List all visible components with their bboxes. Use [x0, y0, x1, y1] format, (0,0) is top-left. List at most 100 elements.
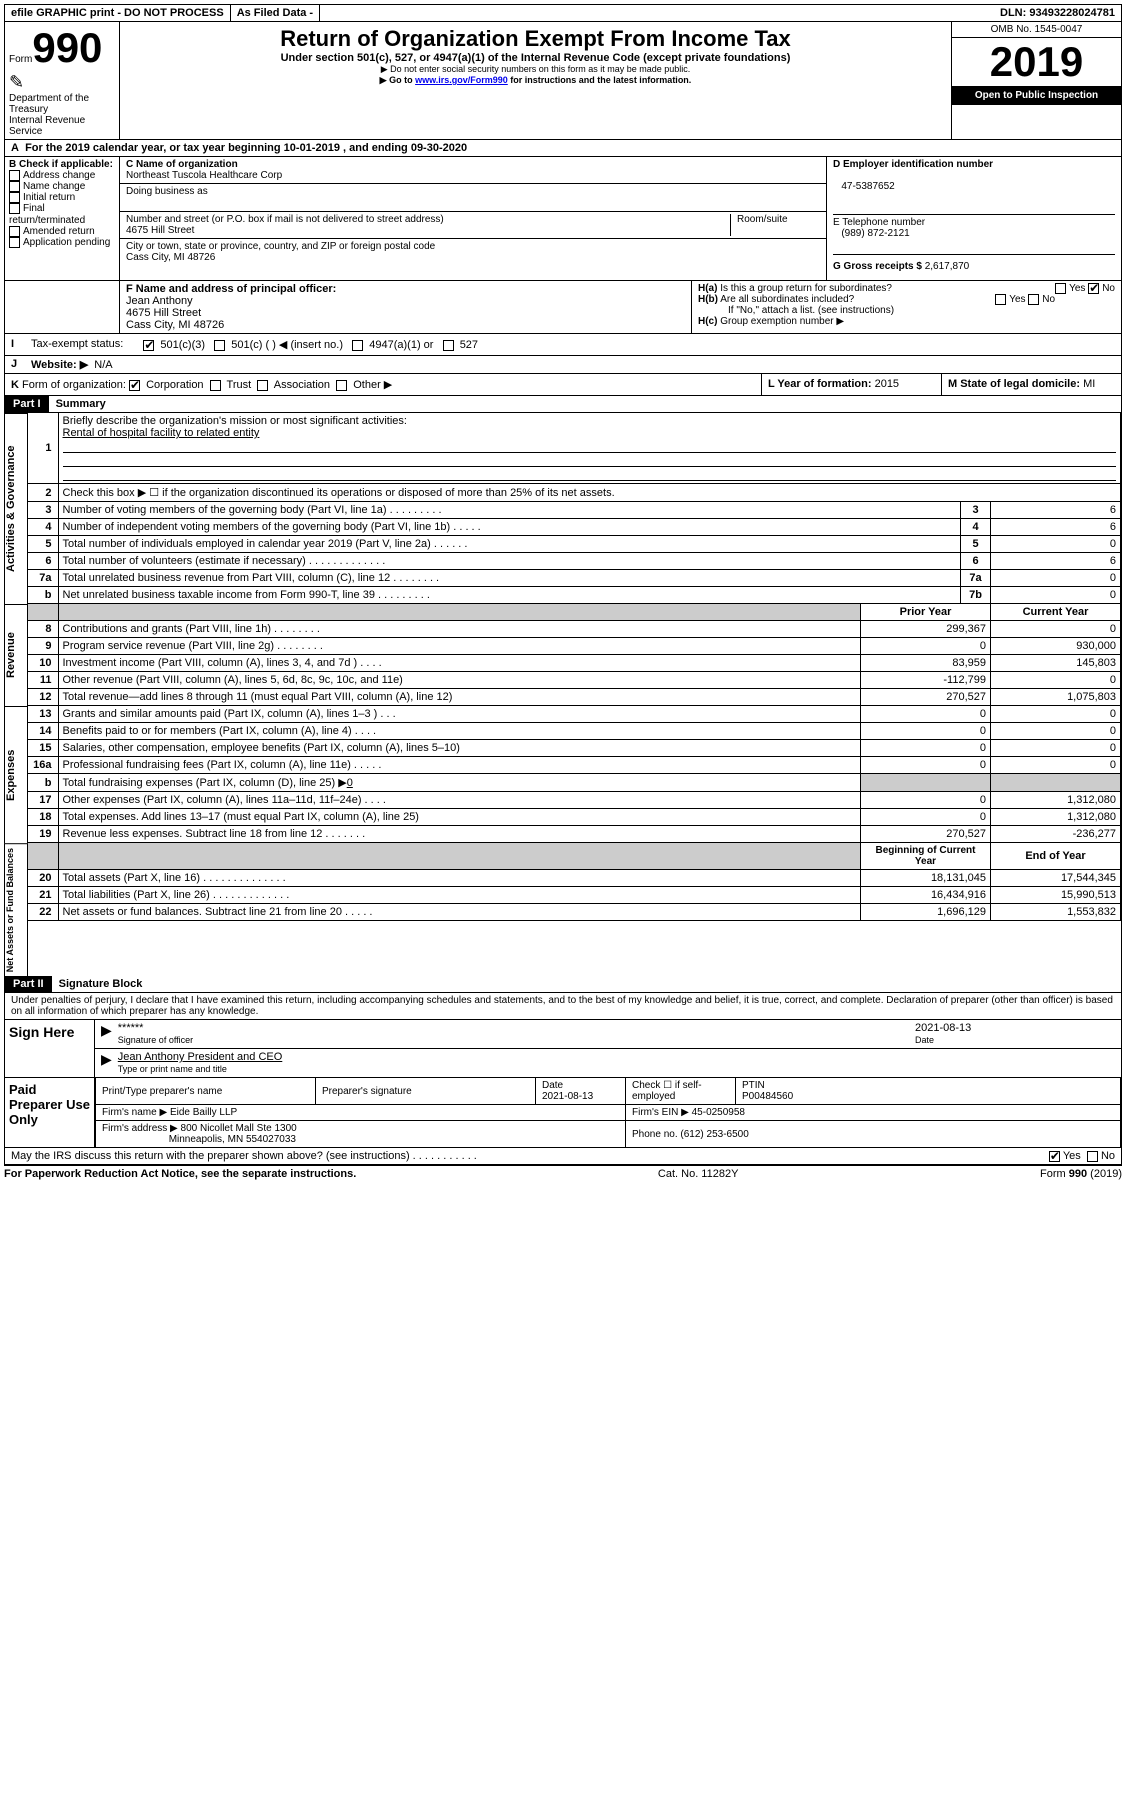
4947-checkbox[interactable] [352, 340, 363, 351]
website-val: N/A [94, 359, 112, 371]
year-formation: 2015 [875, 378, 899, 390]
line-i: I Tax-exempt status: 501(c)(3) 501(c) ( … [4, 334, 1122, 356]
footer-mid: Cat. No. 11282Y [658, 1168, 739, 1180]
activities-tab: Activities & Governance [4, 413, 28, 604]
officer-sig-name: Jean Anthony President and CEO [118, 1051, 283, 1063]
org-name: Northeast Tuscola Healthcare Corp [126, 170, 282, 181]
firm-name: Eide Bailly LLP [170, 1107, 237, 1118]
corp-checkbox[interactable] [129, 380, 140, 391]
dept-label: Department of the Treasury Internal Reve… [9, 93, 115, 137]
other-checkbox[interactable] [336, 380, 347, 391]
street-val: 4675 Hill Street [126, 225, 194, 236]
mission-text: Rental of hospital facility to related e… [63, 427, 260, 439]
netassets-section: Net Assets or Fund Balances Beginning of… [4, 843, 1122, 976]
name-change-checkbox[interactable] [9, 181, 20, 192]
hb-text: Are all subordinates included? [720, 294, 854, 305]
sub3-pre: ▶ Go to [380, 75, 415, 85]
form-sub2: ▶ Do not enter social security numbers o… [120, 64, 951, 75]
efile-label: efile GRAPHIC print - DO NOT PROCESS [5, 5, 231, 21]
firm-ein: 45-0250958 [692, 1107, 745, 1118]
form-header: Form990 ✎ Department of the Treasury Int… [4, 22, 1122, 140]
state-domicile: MI [1083, 378, 1095, 390]
expenses-section: Expenses 13Grants and similar amounts pa… [4, 706, 1122, 843]
j-label: Website: ▶ [31, 359, 88, 371]
officer-street: 4675 Hill Street [126, 307, 201, 319]
discuss-row: May the IRS discuss this return with the… [4, 1148, 1122, 1165]
ein-val: 47-5387652 [841, 181, 894, 192]
l6-val: 6 [991, 553, 1121, 570]
final-return-checkbox[interactable] [9, 203, 20, 214]
paid-preparer-block: Paid Preparer Use Only Print/Type prepar… [4, 1078, 1122, 1148]
netassets-tab: Net Assets or Fund Balances [4, 843, 28, 976]
assoc-checkbox[interactable] [257, 380, 268, 391]
perjury-text: Under penalties of perjury, I declare th… [4, 993, 1122, 1020]
omb-label: OMB No. 1545-0047 [952, 22, 1121, 38]
hb-yes-checkbox[interactable] [995, 294, 1006, 305]
501c-checkbox[interactable] [214, 340, 225, 351]
fh-block: F Name and address of principal officer:… [4, 281, 1122, 334]
room-label: Room/suite [730, 214, 820, 236]
dln-label: DLN: 93493228024781 [994, 5, 1121, 21]
l5-val: 0 [991, 536, 1121, 553]
expenses-tab: Expenses [4, 706, 28, 843]
h-ifno: If "No," attach a list. (see instruction… [698, 305, 1115, 316]
b-label: B Check if applicable: [9, 159, 115, 170]
phone-val: (989) 872-2121 [841, 228, 909, 239]
discuss-yes-checkbox[interactable] [1049, 1151, 1060, 1162]
form-number: 990 [32, 24, 102, 71]
l3-val: 6 [991, 502, 1121, 519]
g-label: G Gross receipts $ [833, 261, 922, 272]
527-checkbox[interactable] [443, 340, 454, 351]
street-label: Number and street (or P.O. box if mail i… [126, 214, 444, 225]
city-label: City or town, state or province, country… [126, 241, 435, 252]
l7b-val: 0 [991, 587, 1121, 604]
app-pending-checkbox[interactable] [9, 237, 20, 248]
gross-val: 2,617,870 [925, 261, 970, 272]
irs-link[interactable]: www.irs.gov/Form990 [415, 75, 508, 85]
city-val: Cass City, MI 48726 [126, 252, 215, 263]
ha-text: Is this a group return for subordinates? [720, 283, 892, 294]
c-label: C Name of organization [126, 159, 238, 170]
activities-section: Activities & Governance 1 Briefly descri… [4, 413, 1122, 604]
trust-checkbox[interactable] [210, 380, 221, 391]
hb-no-checkbox[interactable] [1028, 294, 1039, 305]
line-a: A For the 2019 calendar year, or tax yea… [4, 140, 1122, 157]
hc-text: Group exemption number ▶ [720, 316, 844, 327]
ha-yes-checkbox[interactable] [1055, 283, 1066, 294]
officer-city: Cass City, MI 48726 [126, 319, 224, 331]
initial-return-checkbox[interactable] [9, 192, 20, 203]
dba-label: Doing business as [126, 186, 208, 197]
ptin-val: P00484560 [742, 1091, 793, 1102]
officer-name: Jean Anthony [126, 295, 193, 307]
501c3-checkbox[interactable] [143, 340, 154, 351]
part-i-header: Part I Summary [4, 396, 1122, 413]
line-j: J Website: ▶ N/A [4, 356, 1122, 374]
d-label: D Employer identification number [833, 159, 993, 170]
addr-change-checkbox[interactable] [9, 170, 20, 181]
k-label: Form of organization: [22, 379, 126, 391]
line-klm: K Form of organization: Corporation Trus… [4, 374, 1122, 396]
revenue-tab: Revenue [4, 604, 28, 706]
sign-here-block: Sign Here ▶ ****** Signature of officer … [4, 1020, 1122, 1078]
form-title: Return of Organization Exempt From Incom… [120, 22, 951, 52]
ha-no-checkbox[interactable] [1088, 283, 1099, 294]
page-footer: For Paperwork Reduction Act Notice, see … [4, 1165, 1122, 1182]
discuss-no-checkbox[interactable] [1087, 1151, 1098, 1162]
l7a-val: 0 [991, 570, 1121, 587]
asfiled-label: As Filed Data - [231, 5, 320, 21]
bcd-block: B Check if applicable: Address change Na… [4, 157, 1122, 281]
firm-addr2: Minneapolis, MN 554027033 [169, 1134, 296, 1145]
firm-addr1: 800 Nicollet Mall Ste 1300 [181, 1123, 297, 1134]
i-label: Tax-exempt status: [31, 338, 123, 351]
e-label: E Telephone number [833, 217, 925, 228]
form-sub1: Under section 501(c), 527, or 4947(a)(1)… [120, 52, 951, 64]
amended-return-checkbox[interactable] [9, 226, 20, 237]
firm-phone: (612) 253-6500 [680, 1129, 748, 1140]
revenue-section: Revenue Prior YearCurrent Year 8Contribu… [4, 604, 1122, 706]
top-bar: efile GRAPHIC print - DO NOT PROCESS As … [4, 4, 1122, 22]
open-inspection: Open to Public Inspection [952, 86, 1121, 105]
l4-val: 6 [991, 519, 1121, 536]
part-ii-header: Part II Signature Block [4, 976, 1122, 993]
footer-left: For Paperwork Reduction Act Notice, see … [4, 1168, 356, 1180]
line-a-text: For the 2019 calendar year, or tax year … [25, 142, 467, 154]
